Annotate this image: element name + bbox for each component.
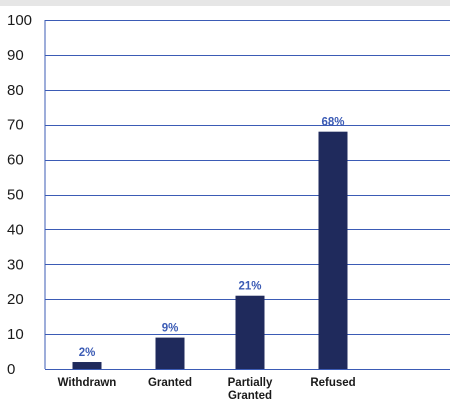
y-tick-label: 60 bbox=[7, 152, 24, 169]
top-rule bbox=[0, 0, 450, 6]
data-label: 68% bbox=[321, 117, 344, 129]
bars bbox=[72, 131, 348, 369]
y-axis: 0 10 20 30 40 50 60 70 80 90 100 bbox=[7, 12, 46, 378]
y-tick-label: 40 bbox=[7, 221, 24, 238]
gridlines bbox=[45, 20, 450, 370]
y-tick-label: 0 bbox=[7, 361, 15, 378]
y-tick-label: 100 bbox=[7, 12, 32, 29]
category-label: Partially Granted bbox=[228, 377, 273, 401]
y-tick-label: 10 bbox=[7, 326, 24, 343]
data-labels: 2% 9% 21% 68% bbox=[79, 117, 345, 359]
data-label: 2% bbox=[79, 347, 96, 359]
y-tick-label: 90 bbox=[7, 47, 24, 64]
bar bbox=[72, 362, 102, 369]
bar bbox=[318, 131, 348, 369]
data-label: 9% bbox=[162, 323, 179, 335]
y-tick-label: 80 bbox=[7, 82, 24, 99]
category-label: Withdrawn bbox=[58, 377, 117, 389]
y-tick-label: 30 bbox=[7, 256, 24, 273]
category-label: Granted bbox=[148, 377, 192, 389]
y-tick-label: 70 bbox=[7, 117, 24, 134]
bar bbox=[235, 295, 265, 369]
x-axis-labels: Withdrawn Granted Partially Granted Refused bbox=[58, 377, 356, 401]
category-label: Refused bbox=[310, 377, 355, 389]
bar bbox=[155, 337, 185, 369]
data-label: 21% bbox=[238, 281, 261, 293]
y-tick-label: 50 bbox=[7, 187, 24, 204]
y-tick-label: 20 bbox=[7, 291, 24, 308]
